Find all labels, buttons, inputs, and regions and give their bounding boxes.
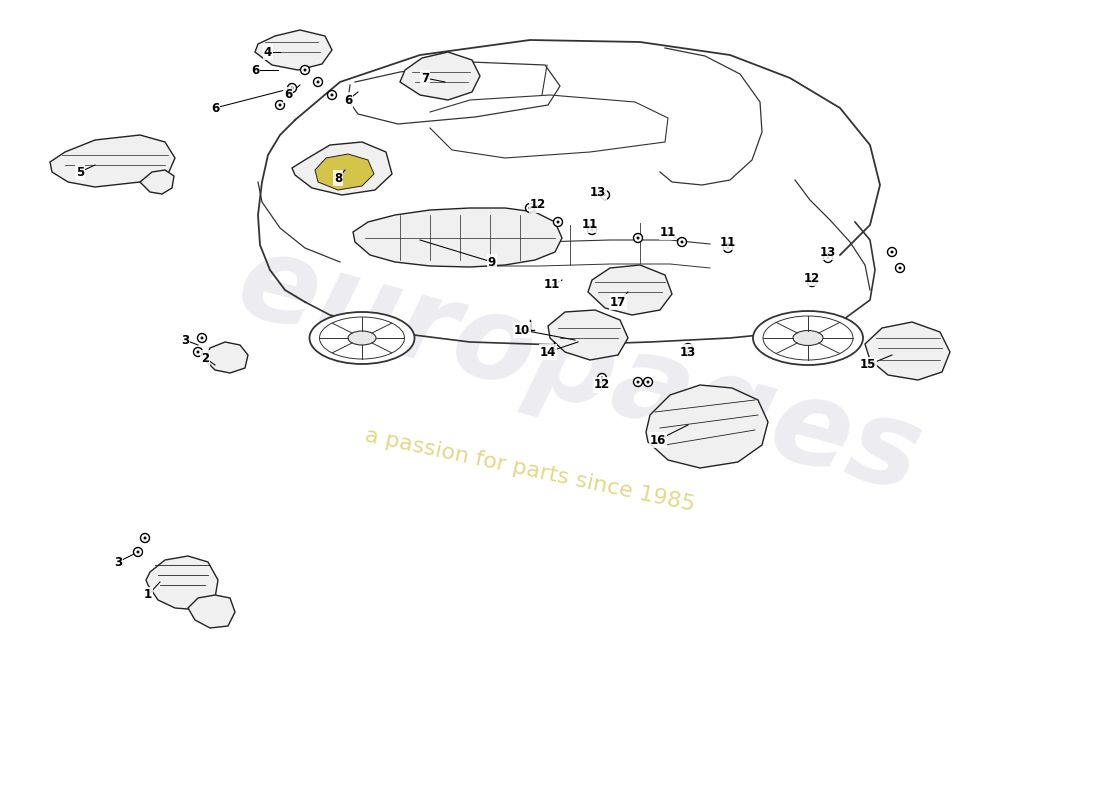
Text: 6: 6 xyxy=(344,94,352,106)
Ellipse shape xyxy=(763,316,852,360)
Circle shape xyxy=(826,257,829,259)
Text: 13: 13 xyxy=(680,346,696,358)
Text: 1: 1 xyxy=(144,589,152,602)
Polygon shape xyxy=(588,265,672,315)
Circle shape xyxy=(726,246,729,250)
Circle shape xyxy=(724,243,733,253)
Text: 14: 14 xyxy=(540,346,557,358)
Text: 6: 6 xyxy=(251,63,260,77)
Circle shape xyxy=(197,350,199,354)
Text: 11: 11 xyxy=(582,218,598,231)
Circle shape xyxy=(888,247,896,257)
Text: 16: 16 xyxy=(650,434,667,446)
Polygon shape xyxy=(646,385,768,468)
Text: a passion for parts since 1985: a passion for parts since 1985 xyxy=(363,425,696,515)
Circle shape xyxy=(891,250,893,254)
Circle shape xyxy=(328,90,337,99)
Text: 11: 11 xyxy=(719,235,736,249)
Text: 8: 8 xyxy=(334,171,342,185)
Circle shape xyxy=(637,237,639,239)
Circle shape xyxy=(317,81,319,83)
Circle shape xyxy=(200,337,204,339)
Text: europages: europages xyxy=(226,223,934,517)
Text: 6: 6 xyxy=(284,89,293,102)
Polygon shape xyxy=(140,170,174,194)
Text: 11: 11 xyxy=(660,226,676,238)
Ellipse shape xyxy=(348,331,376,345)
Circle shape xyxy=(141,534,150,542)
Circle shape xyxy=(136,550,140,554)
Circle shape xyxy=(198,334,207,342)
Circle shape xyxy=(895,263,904,273)
Text: 12: 12 xyxy=(804,271,821,285)
Circle shape xyxy=(591,229,594,231)
Polygon shape xyxy=(188,595,235,628)
Circle shape xyxy=(634,234,642,242)
Circle shape xyxy=(300,66,309,74)
Ellipse shape xyxy=(754,311,864,365)
Circle shape xyxy=(278,103,282,106)
Circle shape xyxy=(683,343,693,353)
Circle shape xyxy=(644,378,652,386)
Circle shape xyxy=(686,346,690,350)
Polygon shape xyxy=(146,556,218,610)
Polygon shape xyxy=(548,310,628,360)
Text: 13: 13 xyxy=(590,186,606,198)
Circle shape xyxy=(634,378,642,386)
Text: 3: 3 xyxy=(114,555,122,569)
Circle shape xyxy=(807,278,816,286)
Polygon shape xyxy=(292,142,392,195)
Circle shape xyxy=(899,266,902,270)
Text: 7: 7 xyxy=(421,71,429,85)
Ellipse shape xyxy=(793,330,823,346)
Text: 10: 10 xyxy=(514,323,530,337)
Circle shape xyxy=(287,83,297,93)
Polygon shape xyxy=(865,322,950,380)
Text: 12: 12 xyxy=(594,378,610,391)
Circle shape xyxy=(681,241,683,243)
Ellipse shape xyxy=(319,317,405,359)
Circle shape xyxy=(133,547,143,557)
Circle shape xyxy=(811,281,814,283)
Polygon shape xyxy=(50,135,175,187)
Text: 6: 6 xyxy=(211,102,219,114)
Circle shape xyxy=(601,377,604,379)
Circle shape xyxy=(528,206,531,210)
Circle shape xyxy=(647,381,649,383)
Circle shape xyxy=(553,218,562,226)
Circle shape xyxy=(678,238,686,246)
Text: 9: 9 xyxy=(488,255,496,269)
Circle shape xyxy=(330,94,333,97)
Text: 12: 12 xyxy=(530,198,546,211)
Circle shape xyxy=(557,221,560,223)
Circle shape xyxy=(597,374,606,382)
Circle shape xyxy=(304,69,307,71)
Polygon shape xyxy=(255,30,332,70)
Text: 2: 2 xyxy=(201,351,209,365)
Circle shape xyxy=(637,381,639,383)
Circle shape xyxy=(143,537,146,539)
Circle shape xyxy=(604,194,606,197)
Circle shape xyxy=(275,101,285,110)
Circle shape xyxy=(824,254,833,262)
Polygon shape xyxy=(205,342,248,373)
Circle shape xyxy=(601,190,609,199)
Text: 11: 11 xyxy=(543,278,560,291)
Text: 13: 13 xyxy=(820,246,836,258)
Circle shape xyxy=(290,86,294,90)
Circle shape xyxy=(194,347,202,357)
Text: 15: 15 xyxy=(860,358,877,371)
Polygon shape xyxy=(400,52,480,100)
Circle shape xyxy=(587,226,596,234)
Text: 5: 5 xyxy=(76,166,84,178)
Text: 17: 17 xyxy=(609,295,626,309)
Polygon shape xyxy=(315,154,374,190)
Circle shape xyxy=(526,203,535,213)
Ellipse shape xyxy=(309,312,415,364)
Polygon shape xyxy=(353,208,562,267)
Text: 3: 3 xyxy=(180,334,189,346)
Circle shape xyxy=(314,78,322,86)
Text: 4: 4 xyxy=(264,46,272,58)
